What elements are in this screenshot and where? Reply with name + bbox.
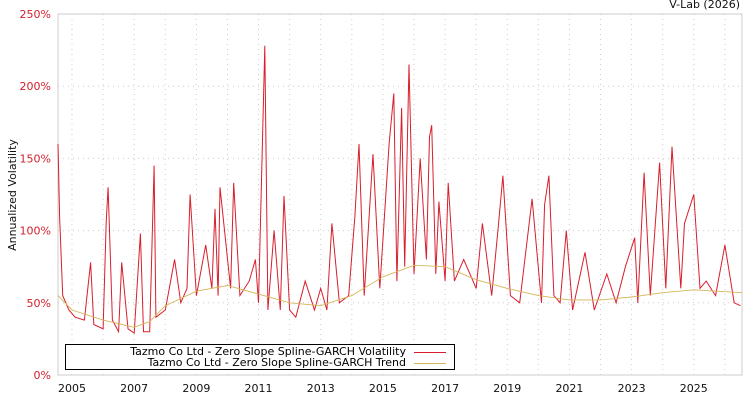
legend-label-trend: Tazmo Co Ltd - Zero Slope Spline-GARCH T… bbox=[147, 356, 406, 369]
y-axis-label: Annualized Volatility bbox=[6, 139, 19, 251]
y-tick-label: 100% bbox=[20, 225, 51, 238]
y-tick-label: 50% bbox=[27, 297, 51, 310]
legend: Tazmo Co Ltd - Zero Slope Spline-GARCH V… bbox=[65, 344, 455, 370]
legend-label-volatility: Tazmo Co Ltd - Zero Slope Spline-GARCH V… bbox=[130, 345, 406, 358]
x-tick-label: 2017 bbox=[431, 382, 459, 395]
y-tick-label: 150% bbox=[20, 152, 51, 165]
legend-swatch-volatility bbox=[414, 351, 446, 353]
x-tick-label: 2023 bbox=[618, 382, 646, 395]
series-lines bbox=[57, 45, 743, 335]
x-tick-label: 2015 bbox=[369, 382, 397, 395]
credit-label: V-Lab (2026) bbox=[669, 0, 740, 11]
y-tick-label: 0% bbox=[34, 369, 51, 382]
x-tick-label: 2021 bbox=[555, 382, 583, 395]
legend-item-volatility: Tazmo Co Ltd - Zero Slope Spline-GARCH V… bbox=[130, 346, 446, 358]
x-tick-label: 2007 bbox=[120, 382, 148, 395]
x-tick-label: 2019 bbox=[493, 382, 521, 395]
y-tick-label: 250% bbox=[20, 8, 51, 21]
x-tick-label: 2005 bbox=[58, 382, 86, 395]
x-tick-label: 2013 bbox=[307, 382, 335, 395]
plot-area-frame bbox=[57, 13, 743, 376]
legend-item-trend: Tazmo Co Ltd - Zero Slope Spline-GARCH T… bbox=[148, 357, 446, 369]
x-tick-label: 2011 bbox=[245, 382, 273, 395]
trend-line bbox=[57, 264, 743, 328]
y-tick-label: 200% bbox=[20, 80, 51, 93]
volatility-line bbox=[57, 45, 741, 335]
x-axis: 2005 2007 2009 2011 2013 2015 2017 2019 2021 2023… bbox=[58, 382, 708, 395]
y-axis: 0% 50% 100% 150% 200% 250% bbox=[20, 8, 51, 382]
x-tick-label: 2025 bbox=[680, 382, 708, 395]
x-tick-label: 2009 bbox=[182, 382, 210, 395]
grid bbox=[58, 14, 742, 375]
legend-swatch-trend bbox=[414, 362, 446, 364]
